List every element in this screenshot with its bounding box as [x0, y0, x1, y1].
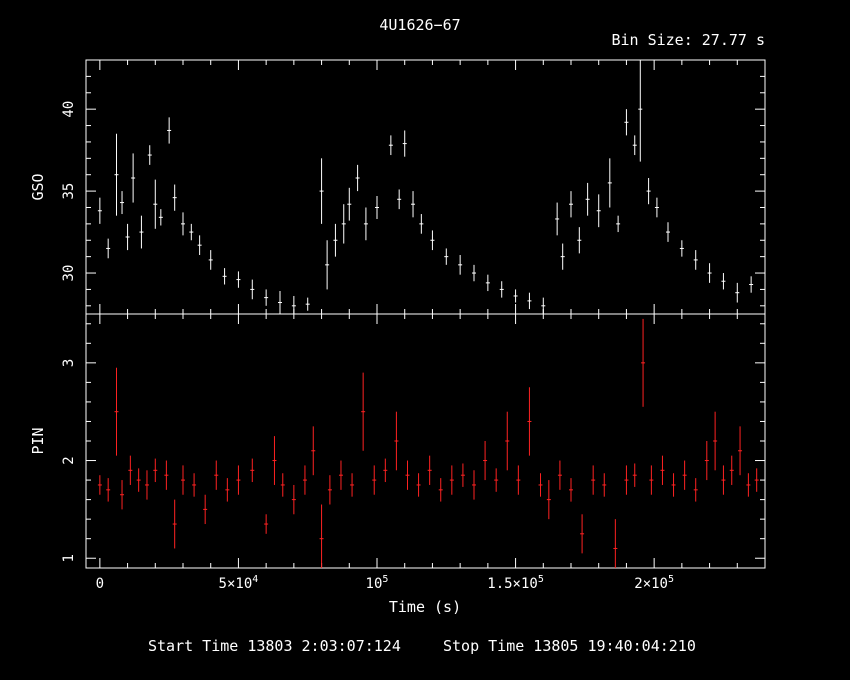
gso-ytick-label: 30 — [61, 265, 77, 282]
x-axis-label: Time (s) — [389, 598, 461, 616]
x-tick-label: 2×105 — [634, 574, 674, 592]
gso-panel: 30 35 40 — [61, 59, 766, 315]
pin-frame — [85, 313, 766, 569]
x-tick-labels: 0 5×104 105 1.5×105 2×105 — [96, 574, 674, 592]
pin-ytick-label: 3 — [61, 359, 77, 367]
chart-title: 4U1626−67 — [379, 16, 460, 34]
x-tick-label: 1.5×105 — [487, 574, 544, 592]
pin-panel: 1 2 3 — [61, 313, 766, 569]
bin-size-label: Bin Size: 27.77 s — [611, 31, 765, 49]
start-time-label: Start Time 13803 2:03:07:124 — [148, 637, 401, 655]
gso-axis-label: GSO — [29, 173, 47, 200]
gso-frame — [85, 59, 766, 315]
x-tick-label: 105 — [366, 574, 389, 592]
pin-ytick-label: 1 — [61, 554, 77, 562]
pin-axis-label: PIN — [29, 427, 47, 454]
x-tick-label: 0 — [96, 576, 104, 592]
pin-ytick-label: 2 — [61, 456, 77, 464]
gso-ytick-label: 35 — [61, 183, 77, 200]
x-tick-label: 5×104 — [219, 574, 259, 592]
stop-time-label: Stop Time 13805 19:40:04:210 — [443, 637, 696, 655]
gso-ytick-label: 40 — [61, 101, 77, 118]
